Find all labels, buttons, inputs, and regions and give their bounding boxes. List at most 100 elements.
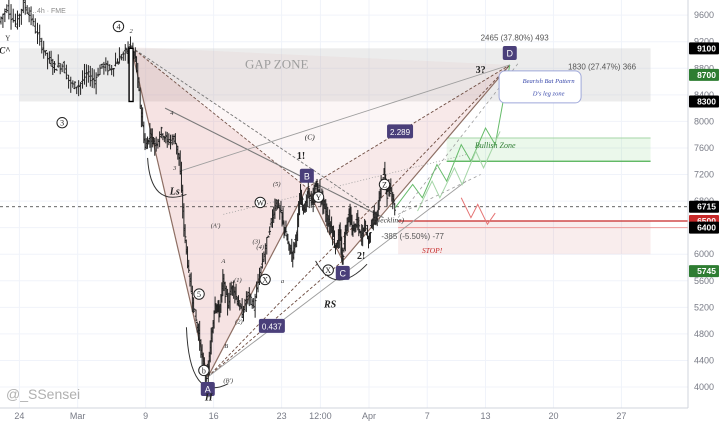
y-tick-label: 9600 — [694, 10, 714, 20]
bullish-projection — [394, 64, 511, 209]
x-tick-label: 23 — [277, 411, 287, 421]
y-tick-label: 4400 — [694, 355, 714, 365]
ratio-label: 2.289 — [390, 128, 411, 137]
annotation: 1! — [297, 151, 305, 162]
annotation: H — [204, 392, 214, 403]
trend-line — [130, 46, 370, 209]
annotations: A B C D 0.437 2.289 GAP ZONE 2465 (37.80%) 493 1… — [0, 8, 637, 403]
annotation: GAP ZONE — [245, 56, 308, 71]
wave-sub-label: (2) — [235, 318, 243, 325]
y-tick-label: 8400 — [694, 90, 714, 100]
wave-sub-label: a — [281, 278, 284, 285]
triangle-xbd — [131, 47, 510, 188]
y-tick-label: 7200 — [694, 170, 714, 180]
x-tick-label: 9 — [143, 411, 148, 421]
price-label-text: 8700 — [697, 70, 716, 80]
neckline — [164, 107, 384, 219]
wave-sub-label: 3 — [172, 165, 177, 172]
wave-label: Z — [382, 180, 387, 189]
wave-circle — [198, 364, 210, 377]
price-label-text: 6400 — [697, 223, 716, 233]
point-marker-a — [200, 382, 215, 397]
wave-circle — [112, 20, 125, 33]
price-label-text: 5745 — [697, 266, 716, 276]
wave-sub-label: (4) — [256, 244, 264, 251]
y-tick-label: 5200 — [694, 302, 714, 312]
wave-label: 5 — [197, 290, 201, 299]
point-label-d: D — [507, 48, 514, 58]
annotation: 3? — [476, 65, 486, 76]
price-label-badge — [689, 42, 719, 55]
y-tick-label: 8000 — [694, 116, 714, 126]
price-label-text: 8300 — [697, 96, 716, 106]
head-arc — [185, 327, 229, 389]
point-marker-c — [335, 265, 350, 280]
x-tick-label: 20 — [548, 411, 558, 421]
highlight-candle — [128, 47, 134, 103]
ratio-badge — [387, 124, 414, 139]
annotation: C^ — [0, 46, 10, 56]
wave-sub-label: 2 — [129, 28, 133, 35]
price-label-badge — [689, 265, 719, 278]
watermark: @_SSensei — [6, 386, 80, 402]
point-label-c: C — [340, 268, 347, 278]
price-series — [0, 0, 688, 387]
channel-line — [179, 64, 510, 172]
y-tick-label: 9200 — [694, 37, 714, 47]
x-tick-label: 24 — [14, 411, 24, 421]
pattern-leg — [130, 46, 209, 378]
wave-sub-label: (3) — [253, 239, 261, 246]
pattern-leg — [207, 187, 308, 378]
wave-sub-label: 4 — [170, 110, 174, 117]
pattern-leg — [342, 64, 511, 262]
annotation: Ls — [169, 186, 180, 197]
price-label-badge — [689, 200, 719, 213]
y-tick-label: 8800 — [694, 63, 714, 73]
y-tick-label: 7600 — [694, 143, 714, 153]
wave-label: b — [202, 366, 206, 375]
wave-label: 3 — [60, 119, 64, 128]
point-label-b: B — [304, 171, 310, 181]
point-label-a: A — [205, 385, 211, 395]
wave-sub-label: (5) — [273, 181, 281, 188]
annotation: -385 (-5.50%) -77 — [381, 232, 444, 241]
x-tick-label: 12:00 — [309, 411, 332, 421]
annotation: RS — [323, 299, 337, 310]
x-axis-background — [0, 408, 720, 425]
annotation: Bullish Zone — [475, 141, 516, 150]
bearish-projection — [460, 197, 496, 226]
y-tick-label: 6000 — [694, 249, 714, 259]
wave-label: Y — [316, 193, 322, 202]
pattern-callout-box — [498, 70, 582, 104]
price-label-badge — [689, 68, 719, 81]
wave-sub-label: (B') — [223, 377, 233, 384]
ratio-badge — [258, 318, 285, 333]
y-tick-label: 4800 — [694, 329, 714, 339]
y-tick-label: 5600 — [694, 276, 714, 286]
point-marker-d — [502, 45, 517, 60]
price-label-badge — [689, 221, 719, 234]
wave-circle — [322, 264, 334, 276]
wave-label: W — [256, 198, 264, 207]
triangle-xab — [131, 47, 307, 378]
point-marker-b — [299, 168, 314, 183]
annotation: 1830 (27.47%) 366 — [568, 63, 637, 72]
ratio-label: 0.437 — [262, 322, 283, 331]
annotation: Y — [5, 34, 10, 42]
wave-sub-label: 1 — [117, 60, 120, 67]
price-label-text: 6715 — [697, 202, 716, 212]
price-label-text: 9100 — [697, 43, 716, 53]
annotation: STOP! — [422, 246, 443, 255]
projections — [394, 61, 582, 226]
symbol-label: …4h · FME — [30, 8, 66, 15]
annotation: Bearish Bat Pattern — [523, 78, 575, 85]
annotation: D's leg zone — [532, 91, 565, 98]
annotation: 2! — [357, 251, 365, 262]
price-label-badge — [689, 95, 719, 108]
wave-circle — [378, 178, 391, 191]
wave-label: X — [262, 275, 268, 284]
